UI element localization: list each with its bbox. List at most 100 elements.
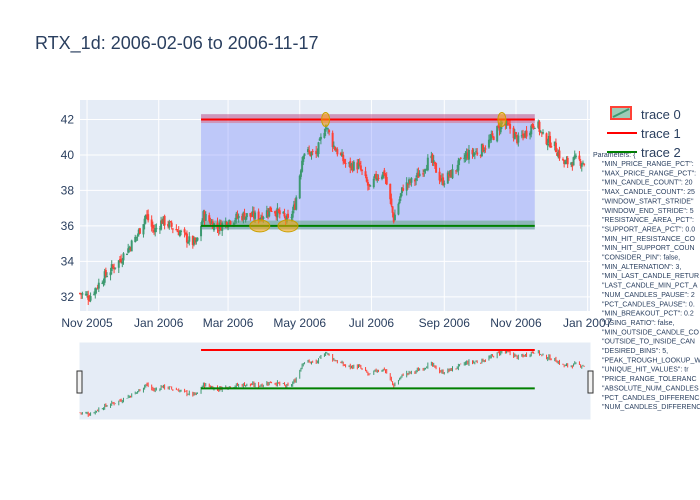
candle-body xyxy=(298,175,301,199)
candle-body xyxy=(438,171,441,181)
candle-body xyxy=(465,152,468,157)
candle-body xyxy=(547,135,550,143)
candle-body xyxy=(200,226,203,237)
candle-body xyxy=(573,155,576,158)
hit-marker xyxy=(321,112,331,128)
candle-body xyxy=(331,132,334,148)
candle-body xyxy=(175,229,178,231)
candle-body xyxy=(561,159,564,161)
candle-body xyxy=(162,216,165,224)
candle-body xyxy=(457,160,460,171)
candle-body xyxy=(550,146,553,148)
candle-body xyxy=(430,155,433,159)
legend-label[interactable]: trace 0 xyxy=(641,107,681,122)
candle-body xyxy=(529,132,532,136)
candle-body xyxy=(487,139,490,148)
candle-body xyxy=(94,288,97,295)
candle-body xyxy=(267,212,270,215)
candle-body xyxy=(303,153,306,156)
candle-body xyxy=(538,121,541,132)
candle-body xyxy=(426,157,429,171)
candle-body xyxy=(195,240,198,242)
candle-body xyxy=(167,224,170,227)
candle-body xyxy=(324,128,327,132)
candle-body xyxy=(393,214,396,221)
parameter-line: "MIN_HIT_RESISTANCE_CO xyxy=(602,236,696,243)
candle-body xyxy=(408,179,411,184)
parameter-line: "PRICE_RANGE_TOLERANC xyxy=(602,376,697,383)
candle-body xyxy=(540,132,543,134)
candle-body xyxy=(323,132,326,138)
candle-body xyxy=(299,170,302,177)
candle-body xyxy=(147,214,150,221)
candle-body xyxy=(235,213,238,220)
candle-body xyxy=(97,282,100,289)
candle-body xyxy=(249,212,252,217)
candle-body xyxy=(191,236,194,245)
candle-body xyxy=(269,206,272,212)
candle-body xyxy=(416,172,419,178)
candle-body xyxy=(254,212,257,219)
candle-body xyxy=(102,282,105,284)
candle-body xyxy=(531,124,534,128)
candle-body xyxy=(294,203,297,210)
candle-body xyxy=(278,210,281,215)
candle-body xyxy=(415,178,418,181)
candle-body xyxy=(228,219,231,224)
candle-body xyxy=(295,197,298,210)
candle-body xyxy=(524,131,527,137)
candle-body xyxy=(406,183,409,185)
candle-body xyxy=(490,134,493,140)
candle-body xyxy=(366,181,369,186)
candle-body xyxy=(361,169,364,171)
candle-body xyxy=(163,215,166,226)
candle-body xyxy=(482,145,485,152)
candle-body xyxy=(472,153,475,156)
candle-body xyxy=(512,127,515,139)
candle-body xyxy=(290,216,293,218)
candle-body xyxy=(160,220,163,230)
candle-body xyxy=(341,153,344,157)
candle-body xyxy=(285,215,288,223)
candle-body xyxy=(334,146,336,151)
candle-body xyxy=(135,236,138,238)
candle-body xyxy=(443,183,446,185)
candle-body xyxy=(154,228,157,233)
candle-body xyxy=(418,173,421,177)
candle-body xyxy=(449,170,452,176)
candle-body xyxy=(583,163,586,165)
candle-body xyxy=(357,162,360,169)
hit-marker xyxy=(497,112,507,128)
candle-body xyxy=(385,177,388,185)
candle-body xyxy=(382,171,385,178)
legend-label[interactable]: trace 2 xyxy=(641,145,681,160)
candle-body xyxy=(180,230,183,232)
candle-body xyxy=(291,211,294,218)
candle-body xyxy=(522,133,525,136)
range-handle-left[interactable] xyxy=(76,370,83,394)
candle-body xyxy=(242,212,245,220)
candle-body xyxy=(480,144,483,157)
candle-body xyxy=(563,159,566,164)
candle-body xyxy=(352,161,355,171)
parameter-line: "MIN_BREAKOUT_PCT": 0.2 xyxy=(602,311,694,318)
candle-body xyxy=(473,152,476,155)
candle-body xyxy=(169,221,172,223)
candle-body xyxy=(252,211,255,219)
candle-body xyxy=(532,125,535,128)
candle-body xyxy=(84,293,87,295)
candle-body xyxy=(93,293,96,295)
candle-body xyxy=(572,157,575,166)
parameter-line: "NUM_CANDLES_DIFFERENC xyxy=(602,404,700,411)
candle-body xyxy=(158,228,161,230)
candle-body xyxy=(201,220,204,225)
candle-body xyxy=(558,150,561,159)
legend-label[interactable]: trace 1 xyxy=(641,126,681,141)
candle-body xyxy=(268,208,271,217)
candle-body xyxy=(203,211,206,222)
range-handle-right[interactable] xyxy=(587,370,594,394)
candle-body xyxy=(221,223,224,231)
parameter-line: "USING_RATIO": false, xyxy=(602,320,675,327)
